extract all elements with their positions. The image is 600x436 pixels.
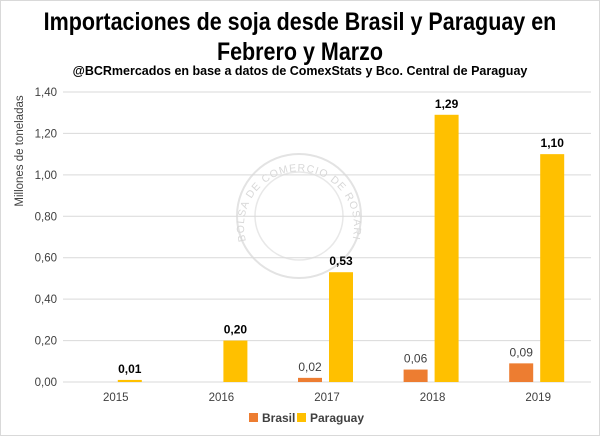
- bar-brasil: [509, 363, 534, 382]
- data-label-paraguay: 0,01: [118, 362, 142, 376]
- watermark-text: BOLSA DE COMERCIO DE ROSARIO: [1, 1, 363, 243]
- bar-paraguay: [540, 154, 565, 382]
- data-label-paraguay: 0,20: [224, 323, 248, 337]
- data-label-paraguay: 1,29: [435, 97, 459, 111]
- y-tick-label: 0,20: [35, 336, 57, 348]
- legend-swatch-paraguay: [297, 413, 306, 422]
- x-tick-label: 2017: [314, 392, 340, 404]
- x-tick-label: 2018: [420, 392, 446, 404]
- legend-label-paraguay: Paraguay: [310, 411, 364, 425]
- y-tick-label: 1,40: [35, 87, 57, 99]
- x-tick-label: 2019: [525, 392, 551, 404]
- data-label-brasil: 0,02: [298, 360, 322, 374]
- legend-swatch-brasil: [249, 413, 258, 422]
- bar-paraguay: [434, 114, 459, 383]
- y-tick-label: 1,00: [35, 170, 57, 182]
- bar-paraguay: [117, 379, 142, 382]
- data-label-brasil: 0,06: [404, 352, 428, 366]
- data-label-paraguay: 1,10: [541, 136, 565, 150]
- bar-paraguay: [329, 272, 353, 382]
- y-tick-label: 0,00: [35, 377, 57, 389]
- y-tick-label: 0,80: [35, 211, 57, 223]
- y-tick-label: 0,60: [35, 253, 57, 265]
- y-tick-label: 0,40: [35, 294, 57, 306]
- chart-subtitle: @BCRmercados en base a datos de ComexSta…: [72, 64, 528, 78]
- y-axis-title: Millones de toneladas: [14, 95, 26, 206]
- bar-brasil: [298, 377, 322, 382]
- data-label-brasil: 0,09: [510, 345, 534, 359]
- x-tick-label: 2016: [209, 392, 235, 404]
- chart-title: Importaciones de soja desde Brasil y Par…: [43, 8, 557, 66]
- bar-paraguay: [223, 340, 248, 382]
- legend-label-brasil: Brasil: [262, 411, 295, 425]
- y-tick-label: 1,20: [35, 128, 57, 140]
- x-tick-label: 2015: [103, 392, 129, 404]
- data-label-paraguay: 0,53: [329, 254, 353, 268]
- bar-brasil: [403, 369, 428, 382]
